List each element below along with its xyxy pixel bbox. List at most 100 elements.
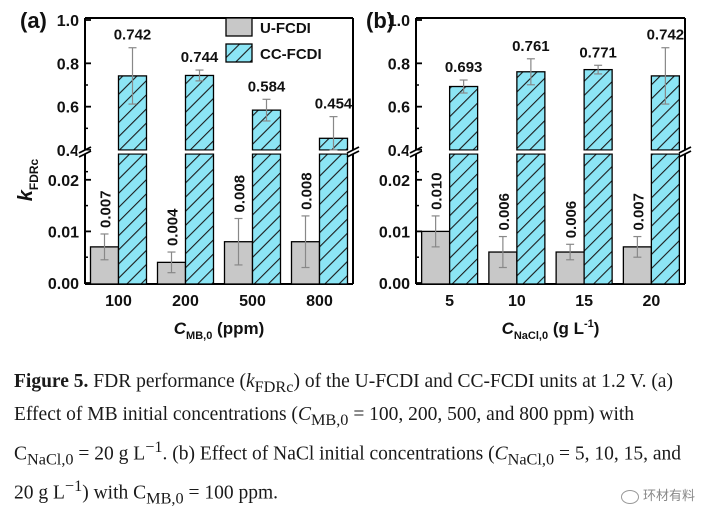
x-axis-label: CNaCl,0 (g L-1) [502,318,600,342]
bar-cc-fcdi-lower [583,153,613,285]
bar-cc-fcdi-upper [448,85,479,151]
x-axis-label: CMB,0 (ppm) [174,319,265,342]
axis-break-mark [409,146,423,154]
bar-cc-fcdi-lower [251,153,282,285]
caption-sub: NaCl,0 [507,450,555,469]
y-axis-label-sub: FDRc [27,158,41,190]
y-tick-label: 0.6 [388,100,410,117]
data-label: 0.006 [563,201,580,239]
x-axis-label-close: ) [594,319,600,338]
axis-break-mark [78,150,92,158]
y-tick-label: 0.4 [388,143,410,160]
data-label: 0.693 [445,59,483,76]
x-tick-label: 10 [508,293,526,310]
x-axis-label-unit: (ppm) [212,319,264,338]
watermark: 环材有料 [620,485,695,504]
caption-text: FDR performance ( [88,371,246,392]
x-tick-label: 20 [642,293,660,310]
y-tick-label: 0.00 [379,276,410,293]
caption-text: = 5, 10, 15, and 20 g L [14,443,682,504]
caption-text: . (b) Effect of NaCl initial concentrati… [162,443,495,465]
panel-label: (b) [366,8,394,33]
data-label: 0.008 [299,172,316,210]
x-tick-label: 15 [575,293,593,310]
watermark-text: 环材有料 [642,489,695,504]
y-tick-label: 1.0 [57,13,79,30]
y-tick-label: 0.4 [57,143,79,160]
x-axis-label-main: C [174,319,187,338]
data-label: 0.761 [512,38,550,55]
data-label: 0.004 [165,208,182,246]
caption-text: ) of the U-FCDI and CC-FCDI units at 1.2… [14,371,673,425]
axis-break-mark [346,146,360,154]
bar-cc-fcdi-lower [650,153,681,285]
data-label: 0.008 [232,175,249,213]
axis-break-mark [346,150,360,158]
axis-break-mark [678,150,692,158]
y-tick-label: 0.00 [48,276,79,293]
axis-break-mark [78,146,92,154]
legend-label: CC-FCDI [260,46,322,63]
panel-label: (a) [20,8,47,33]
panel-b: 0.4 0.6 0.8 1.0 0.00 0.01 0.02 5 0.010 0.693 10 0.0… [366,8,693,342]
bar-cc-fcdi-upper [650,75,681,151]
y-tick-label: 0.8 [388,56,410,73]
data-label: 0.006 [496,193,513,231]
wechat-icon [620,489,639,504]
x-tick-label: 200 [172,293,199,310]
x-tick-label: 5 [445,293,454,310]
caption-sup: −1 [64,477,83,496]
x-tick-label: 800 [306,293,333,310]
axis-break-gap [77,150,361,154]
caption-text: = 100, 200, 500, and 800 ppm) with C [14,403,635,465]
bar-cc-fcdi-upper [583,68,613,151]
axis-break-mark [409,150,423,158]
data-label: 0.007 [630,193,647,231]
bar-cc-fcdi-lower [318,153,349,285]
caption-k: k [245,371,255,392]
data-label: 0.771 [579,44,617,61]
caption-sub: MB,0 [146,489,184,508]
figure-caption: Figure 5. FDR performance (kFDRc) of the… [14,368,698,513]
bar-cc-fcdi-upper [184,74,215,151]
caption-c: C [494,443,508,465]
x-axis-label-sub: NaCl,0 [514,330,548,342]
x-axis-label-unit: (g L [548,319,584,338]
axis-break-gap [408,150,693,154]
legend-label: U-FCDI [260,20,311,37]
y-tick-label: 0.02 [48,173,79,190]
caption-label: Figure 5. [14,371,89,392]
y-tick-label: 1.0 [388,13,410,30]
x-tick-label: 500 [239,293,266,310]
panel-a: 0.4 0.6 0.8 1.0 0.00 0.01 0.02 100 0.007 0.742 200… [15,8,361,342]
x-axis-label-sup: -1 [584,318,594,330]
data-label: 0.010 [429,172,446,210]
bar-cc-fcdi-lower [117,153,148,285]
figure-5-chart: 0.40.60.81.00.000.010.021000.0070.742200… [15,8,693,342]
y-tick-label: 0.01 [48,224,79,241]
data-label: 0.007 [98,190,115,228]
caption-sup: −1 [145,437,163,456]
caption-text: = 20 g L [73,443,146,465]
data-label: 0.454 [315,96,353,113]
caption-text: = 100 ppm. [183,482,279,504]
x-axis-label-main: C [502,319,515,338]
caption-k-sub: FDRc [254,377,294,396]
caption-text: ) with C [82,482,147,504]
y-tick-label: 0.6 [57,100,79,117]
x-axis-label-sub: MB,0 [186,330,212,342]
y-tick-label: 0.8 [57,56,79,73]
legend-swatch-u-fcdi [225,17,253,37]
data-label: 0.584 [248,78,286,95]
y-tick-label: 0.01 [379,224,410,241]
caption-sub: MB,0 [310,410,349,429]
y-tick-label: 0.02 [379,173,410,190]
caption-c: C [297,403,311,425]
axis-break-mark [678,146,692,154]
caption-sub: NaCl,0 [27,450,74,469]
data-label: 0.742 [647,27,685,44]
y-axis-label: kFDRc [15,158,41,201]
data-label: 0.742 [114,27,152,44]
data-label: 0.744 [181,49,219,66]
x-tick-label: 100 [105,293,132,310]
